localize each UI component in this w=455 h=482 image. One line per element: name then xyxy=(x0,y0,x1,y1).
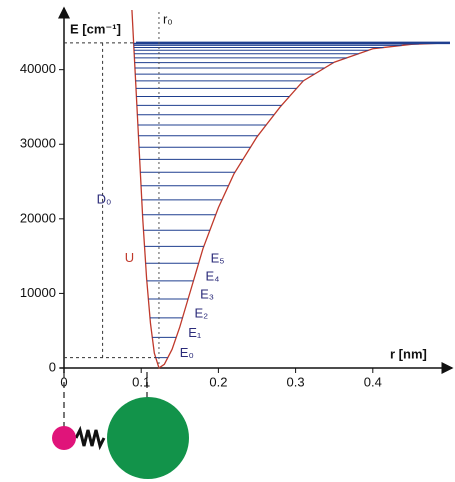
x-tick-label: 0.2 xyxy=(209,374,227,389)
level-label: E₃ xyxy=(200,286,214,301)
curve-label: U xyxy=(125,250,134,265)
y-tick-label: 20000 xyxy=(20,210,56,225)
level-label: E₂ xyxy=(194,305,208,320)
x-tick-label: 0.1 xyxy=(132,374,150,389)
potential-curve xyxy=(131,9,451,370)
x-tick-label: 0.4 xyxy=(364,374,382,389)
r0-label: r₀ xyxy=(163,11,173,26)
x-axis-label: r [nm] xyxy=(390,346,427,361)
y-tick-label: 40000 xyxy=(20,61,56,76)
level-label: E₁ xyxy=(188,325,202,340)
level-label: E₀ xyxy=(180,345,194,360)
y-axis-label: E [cm⁻¹] xyxy=(70,21,121,36)
level-label: E₅ xyxy=(211,251,225,266)
y-tick-label: 10000 xyxy=(20,285,56,300)
x-tick-label: 0.3 xyxy=(287,374,305,389)
d0-label: D₀ xyxy=(97,192,112,207)
y-tick-label: 0 xyxy=(49,359,56,374)
large-atom xyxy=(107,397,189,479)
spring xyxy=(74,425,106,451)
plot xyxy=(131,9,451,370)
level-label: E₄ xyxy=(205,268,219,283)
y-tick-label: 30000 xyxy=(20,136,56,151)
x-tick-label: 0 xyxy=(60,374,67,389)
small-atom xyxy=(52,426,76,450)
